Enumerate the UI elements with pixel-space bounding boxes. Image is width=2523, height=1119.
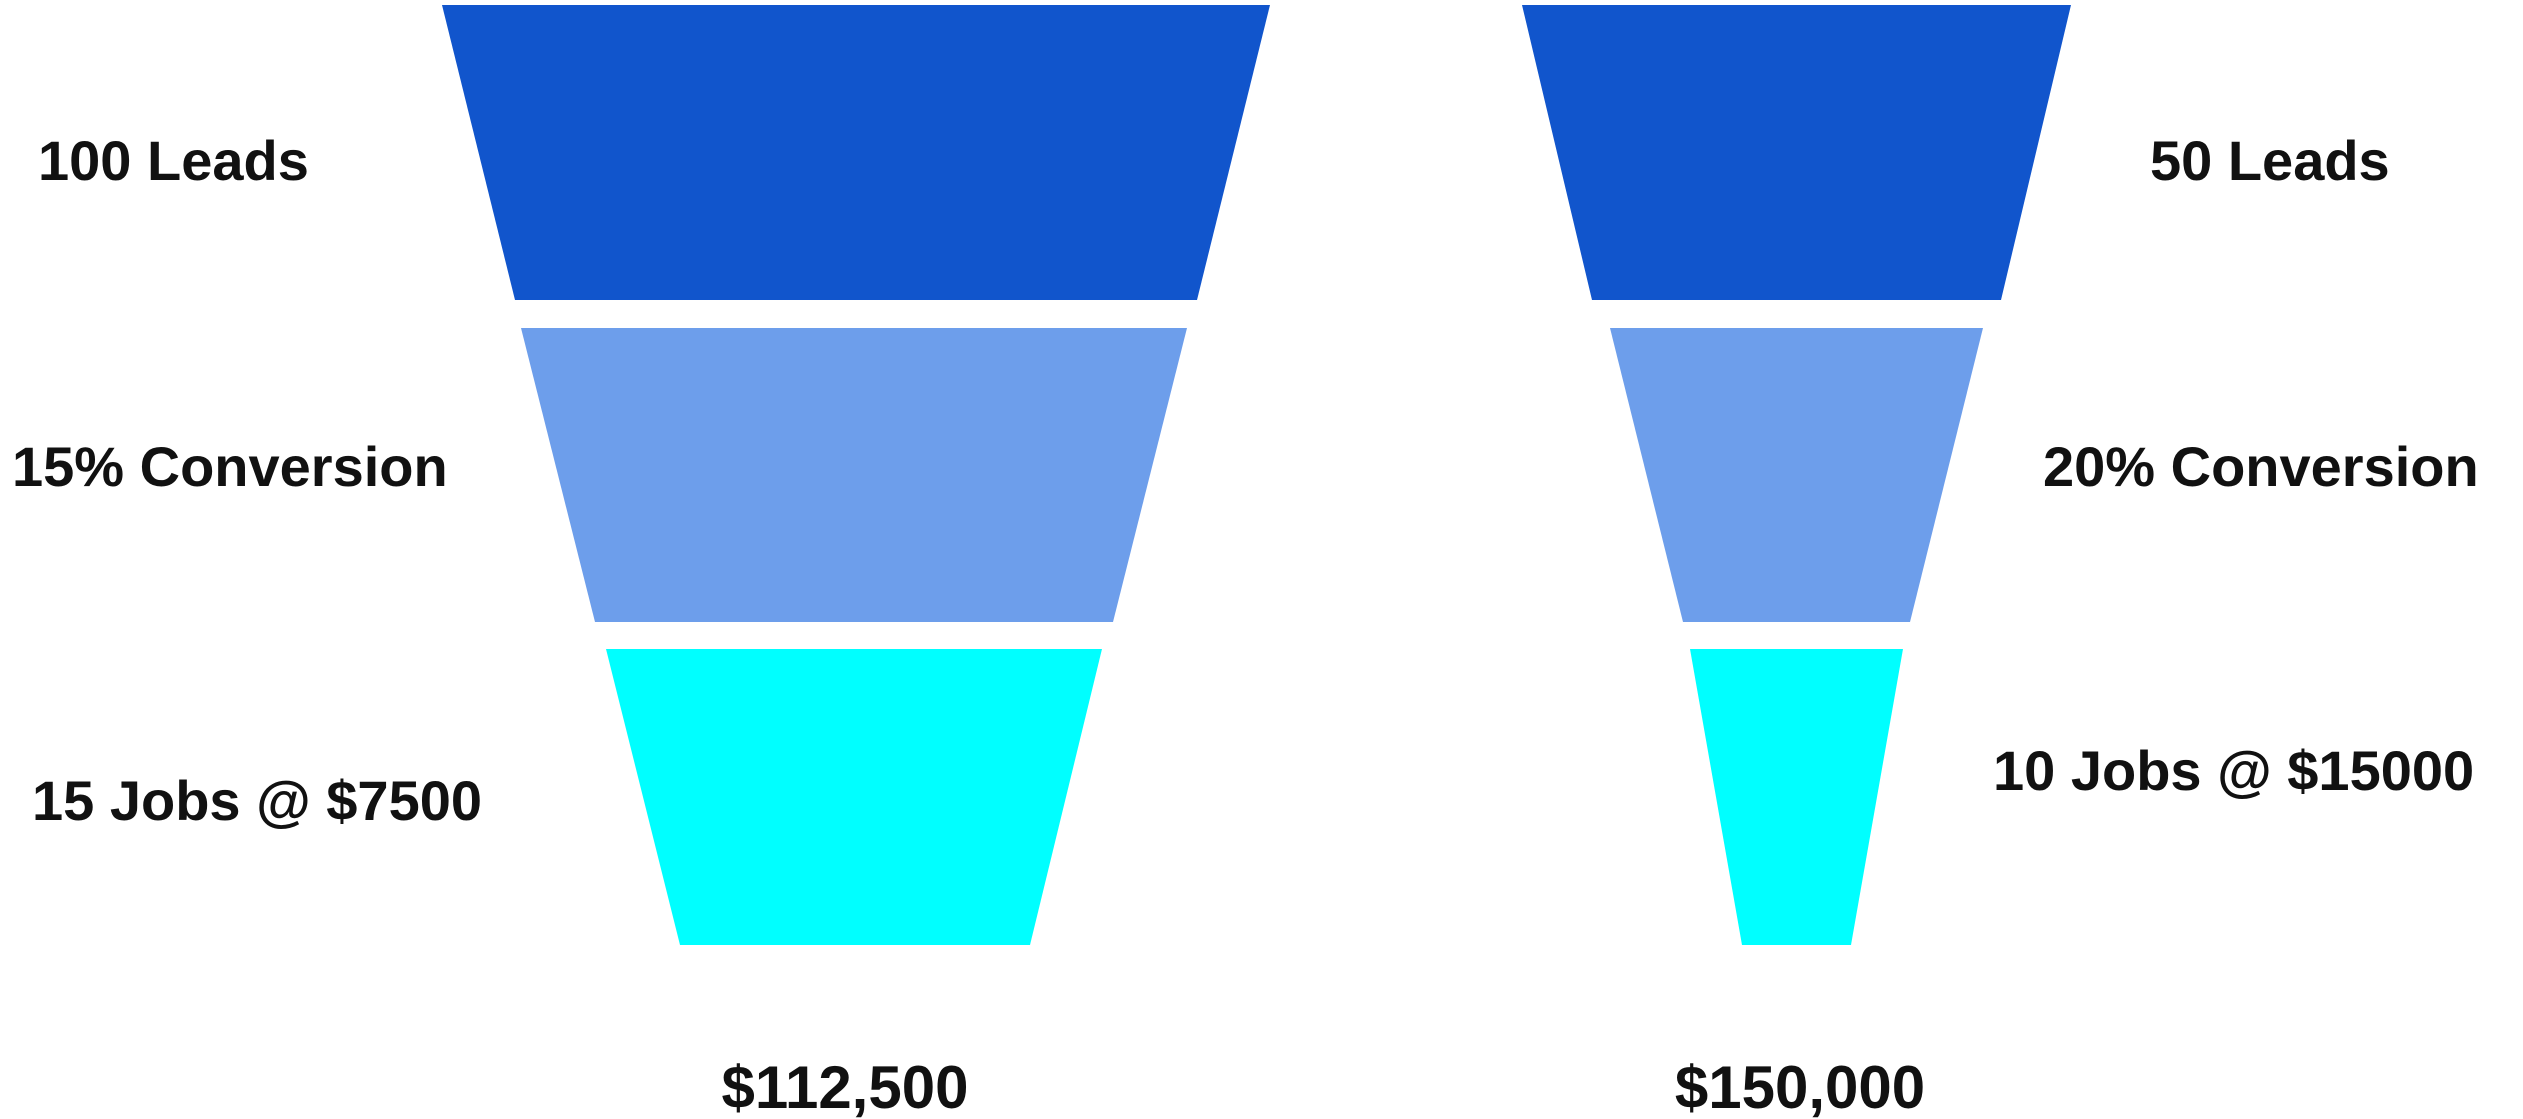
funnel-left-total: $112,500 (722, 1054, 969, 1119)
funnel-left-label-jobs: 15 Jobs @ $7500 (32, 769, 482, 832)
funnel-right-label-leads: 50 Leads (2150, 129, 2390, 192)
funnel-right-label-jobs: 10 Jobs @ $15000 (1993, 739, 2474, 802)
funnel-left-stage-conversion (521, 328, 1187, 622)
funnel-right-label-conversion: 20% Conversion (2043, 435, 2479, 498)
funnel-right-stage-conversion (1610, 328, 1983, 622)
funnel-left-stage-jobs (606, 649, 1102, 945)
funnel-left-stage-leads (442, 5, 1270, 300)
funnel-left-label-conversion: 15% Conversion (12, 435, 448, 498)
funnel-right-total: $150,000 (1675, 1054, 1925, 1119)
funnel-right-stage-jobs (1690, 649, 1903, 945)
funnel-left-label-leads: 100 Leads (38, 129, 309, 192)
funnel-right-stage-leads (1522, 5, 2071, 300)
funnel-left: 100 Leads 15% Conversion 15 Jobs @ $7500… (12, 5, 1270, 1119)
funnel-right: 50 Leads 20% Conversion 10 Jobs @ $15000… (1522, 5, 2479, 1119)
